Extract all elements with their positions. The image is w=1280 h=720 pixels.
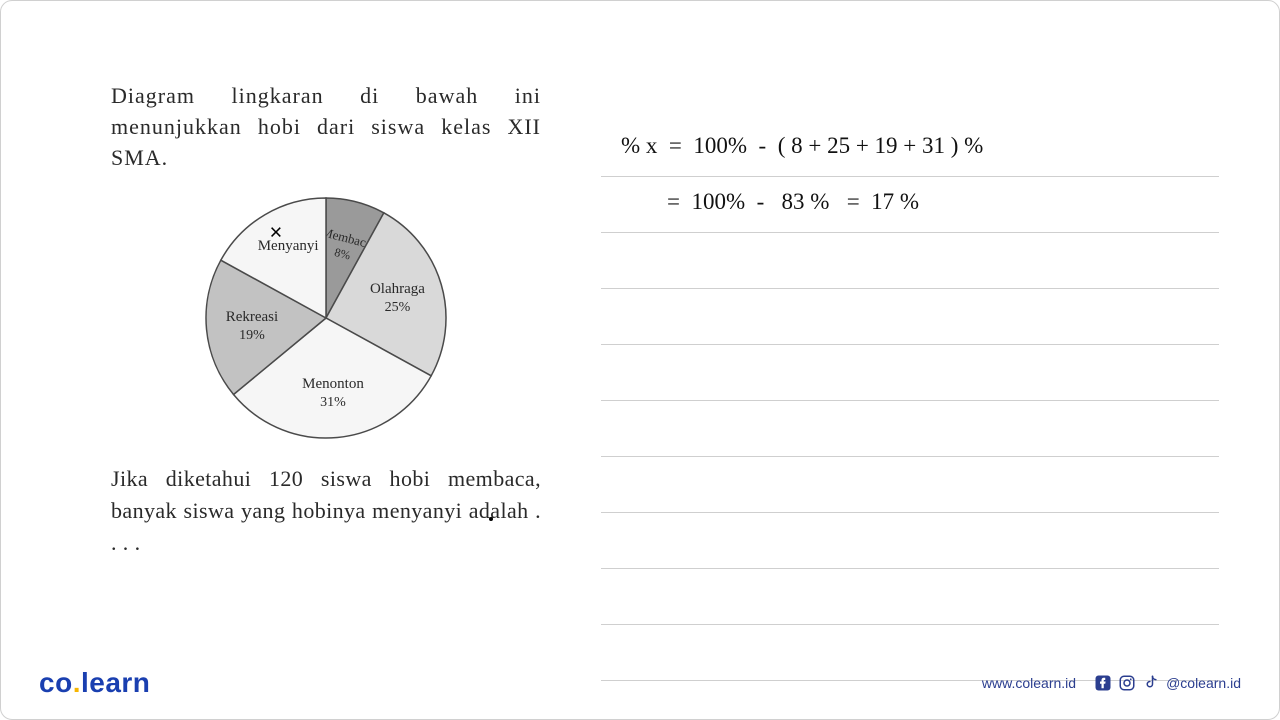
tiktok-icon (1142, 674, 1160, 692)
question-paragraph: Jika diketahui 120 siswa hobi membaca, b… (111, 463, 541, 559)
footer-right: www.colearn.id @colearn.id (982, 674, 1241, 692)
handwriting-blank-line (601, 233, 1219, 289)
handwriting-line-2: = 100% - 83 % = 17 % (601, 177, 1219, 233)
intro-paragraph: Diagram lingkaran di bawah ini menunjukk… (111, 81, 541, 173)
svg-text:25%: 25% (385, 301, 411, 316)
x-marker-icon: × (269, 220, 282, 245)
handwriting-blank-line (601, 569, 1219, 625)
svg-text:Olahraga: Olahraga (370, 282, 425, 298)
logo-dot: . (73, 667, 81, 698)
handwriting-blank-line (601, 513, 1219, 569)
svg-text:19%: 19% (239, 328, 265, 343)
footer: co.learn www.colearn.id @colearn.id (39, 667, 1241, 699)
instagram-icon (1118, 674, 1136, 692)
content-area: Diagram lingkaran di bawah ini menunjukk… (1, 1, 1279, 681)
left-column: Diagram lingkaran di bawah ini menunjukk… (111, 81, 541, 681)
social-handle: @colearn.id (1166, 675, 1241, 691)
svg-text:31%: 31% (320, 395, 346, 410)
facebook-icon (1094, 674, 1112, 692)
site-url: www.colearn.id (982, 675, 1076, 691)
logo: co.learn (39, 667, 150, 699)
svg-text:Menonton: Menonton (302, 376, 364, 392)
social-icons: @colearn.id (1094, 674, 1241, 692)
right-column: % x = 100% - ( 8 + 25 + 19 + 31 ) % = 10… (601, 81, 1239, 681)
handwriting-blank-line (601, 345, 1219, 401)
pie-chart: Membaca8%Olahraga25%Menonton31%Rekreasi1… (201, 193, 451, 443)
handwriting-blank-line (601, 289, 1219, 345)
handwriting-blank-line (601, 457, 1219, 513)
logo-text-1: co (39, 667, 73, 698)
logo-text-2: learn (81, 667, 150, 698)
handwriting-blank-line (601, 401, 1219, 457)
svg-text:Rekreasi: Rekreasi (226, 309, 278, 325)
cursor-dot-icon (489, 517, 493, 521)
pie-chart-container: Membaca8%Olahraga25%Menonton31%Rekreasi1… (111, 193, 541, 443)
handwriting-line-1: % x = 100% - ( 8 + 25 + 19 + 31 ) % (601, 121, 1219, 177)
svg-text:Menyanyi: Menyanyi (258, 238, 319, 254)
